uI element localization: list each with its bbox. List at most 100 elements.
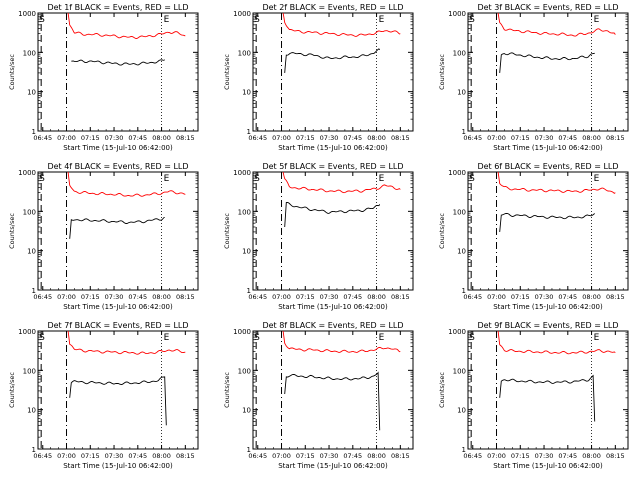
- x-tick-label: 07:15: [296, 452, 315, 460]
- chart-title: Det 9f BLACK = Events, RED = LLD: [477, 321, 618, 330]
- chart-panel-5: Det 5f BLACK = Events, RED = LLD 1 10 100 10…: [223, 162, 414, 311]
- x-tick-label: 07:30: [535, 134, 554, 142]
- plot-frame: [37, 330, 199, 450]
- x-tick-label: 07:00: [57, 134, 76, 142]
- y-tick-label: 1000: [18, 10, 36, 18]
- chart-title: Det 5f BLACK = Events, RED = LLD: [262, 162, 403, 171]
- chart-panel-1: Det 1f BLACK = Events, RED = LLD 1 10 100 10…: [8, 3, 199, 152]
- x-tick-label: 07:15: [511, 293, 530, 301]
- series-line-events: [69, 376, 167, 426]
- y-tick-label: 1000: [448, 10, 466, 18]
- y-tick-label: 1: [462, 128, 466, 136]
- y-tick-label: 1: [247, 128, 251, 136]
- x-axis-label: Start Time (15-Jul-10 06:42:00): [493, 303, 603, 311]
- x-tick-label: 07:30: [320, 134, 339, 142]
- x-tick-label: 08:15: [176, 293, 195, 301]
- chart-panel-2: Det 2f BLACK = Events, RED = LLD 1 10 100 10…: [223, 3, 414, 152]
- series-line-events: [69, 216, 165, 239]
- series-line-events: [284, 201, 381, 228]
- chart-panel-4: Det 4f BLACK = Events, RED = LLD 1 10 100 10…: [8, 162, 199, 311]
- x-tick-label: 08:00: [367, 452, 386, 460]
- y-tick-label: 1: [462, 287, 466, 295]
- end-marker-label: E: [594, 15, 600, 25]
- x-tick-label: 08:15: [391, 293, 410, 301]
- y-tick-label: 1000: [448, 328, 466, 336]
- y-tick-label: 1: [247, 446, 251, 454]
- x-tick-label: 06:45: [463, 452, 482, 460]
- x-axis-label: Start Time (15-Jul-10 06:42:00): [278, 303, 388, 311]
- x-tick-label: 08:15: [391, 134, 410, 142]
- y-tick-label: 10: [27, 407, 36, 415]
- x-tick-label: 06:45: [33, 134, 52, 142]
- x-tick-label: 06:45: [248, 452, 267, 460]
- y-tick-label: 1: [247, 287, 251, 295]
- plot-frame: [467, 330, 629, 450]
- start-marker-label: S: [39, 333, 45, 343]
- y-tick-label: 10: [457, 407, 466, 415]
- end-marker-label: E: [594, 174, 600, 184]
- x-tick-label: 06:45: [463, 134, 482, 142]
- series-line-lld: [497, 330, 616, 355]
- plot-frame: [252, 330, 414, 450]
- y-axis-label: Counts/sec: [438, 213, 446, 249]
- x-tick-label: 07:15: [81, 452, 100, 460]
- start-marker-label: S: [39, 15, 45, 25]
- end-marker-label: E: [594, 333, 600, 343]
- end-marker-label: E: [379, 333, 385, 343]
- y-tick-label: 1000: [448, 169, 466, 177]
- start-marker-label: S: [469, 174, 475, 184]
- series-line-lld: [282, 171, 401, 194]
- start-marker-label: S: [254, 174, 260, 184]
- x-tick-label: 06:45: [248, 134, 267, 142]
- x-tick-label: 07:00: [272, 293, 291, 301]
- x-tick-label: 08:00: [582, 134, 601, 142]
- x-tick-label: 07:30: [320, 293, 339, 301]
- y-tick-label: 10: [242, 248, 251, 256]
- x-tick-label: 07:15: [81, 134, 100, 142]
- x-tick-label: 07:45: [128, 293, 147, 301]
- y-tick-label: 10: [27, 89, 36, 97]
- start-marker-label: S: [469, 15, 475, 25]
- x-axis-label: Start Time (15-Jul-10 06:42:00): [63, 462, 173, 470]
- series-line-events: [284, 371, 381, 431]
- x-tick-label: 07:00: [57, 293, 76, 301]
- x-tick-label: 07:00: [487, 293, 506, 301]
- y-tick-label: 100: [23, 208, 36, 216]
- plot-frame: [37, 171, 199, 291]
- start-marker-label: S: [254, 15, 260, 25]
- chart-panel-9: Det 9f BLACK = Events, RED = LLD 1 10 100 10…: [438, 321, 629, 470]
- x-tick-label: 06:45: [248, 293, 267, 301]
- y-tick-label: 100: [238, 49, 251, 57]
- start-marker-label: S: [39, 174, 45, 184]
- x-tick-label: 07:15: [81, 293, 100, 301]
- y-tick-label: 1: [32, 446, 36, 454]
- plot-frame: [37, 12, 199, 132]
- x-tick-label: 08:00: [367, 293, 386, 301]
- y-tick-label: 10: [457, 248, 466, 256]
- chart-panel-7: Det 7f BLACK = Events, RED = LLD 1 10 100 10…: [8, 321, 199, 470]
- chart-panel-6: Det 6f BLACK = Events, RED = LLD 1 10 100 10…: [438, 162, 629, 311]
- x-tick-label: 07:15: [511, 452, 530, 460]
- x-tick-label: 07:45: [343, 134, 362, 142]
- x-tick-label: 08:00: [582, 452, 601, 460]
- series-line-events: [499, 52, 595, 73]
- y-axis-label: Counts/sec: [223, 372, 231, 408]
- x-tick-label: 07:15: [511, 134, 530, 142]
- y-tick-label: 1000: [18, 328, 36, 336]
- y-tick-label: 100: [453, 367, 466, 375]
- series-line-lld: [67, 330, 186, 355]
- plot-frame: [252, 171, 414, 291]
- x-tick-label: 07:00: [487, 134, 506, 142]
- y-tick-label: 100: [238, 208, 251, 216]
- x-tick-label: 08:15: [391, 452, 410, 460]
- chart-title: Det 6f BLACK = Events, RED = LLD: [477, 162, 618, 171]
- x-tick-label: 06:45: [33, 452, 52, 460]
- x-tick-label: 07:30: [105, 134, 124, 142]
- chart-title: Det 8f BLACK = Events, RED = LLD: [262, 321, 403, 330]
- series-line-lld: [497, 171, 616, 194]
- series-line-lld: [67, 12, 186, 39]
- y-axis-label: Counts/sec: [8, 372, 16, 408]
- start-marker-label: S: [469, 333, 475, 343]
- y-tick-label: 10: [242, 407, 251, 415]
